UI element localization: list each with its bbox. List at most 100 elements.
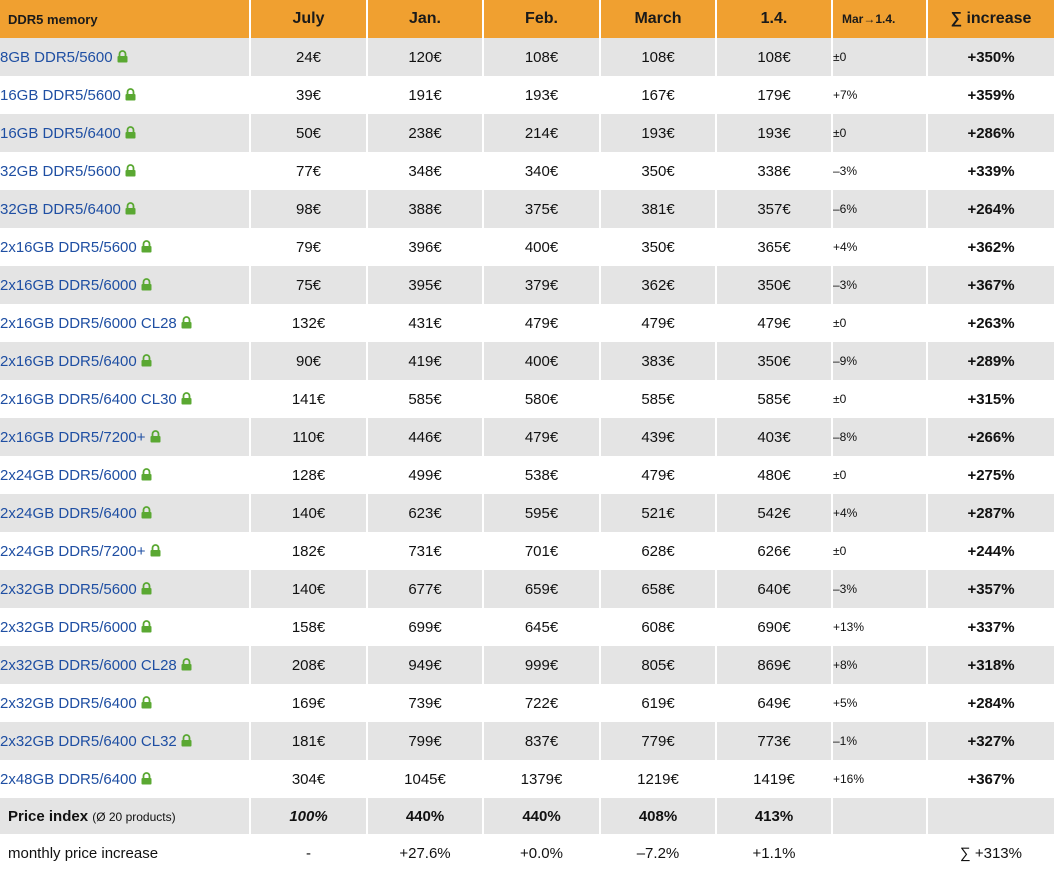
price-feb: 659€ xyxy=(483,570,601,608)
monthly-increase-feb: +0.0% xyxy=(483,834,601,872)
price-apr1: 480€ xyxy=(716,456,833,494)
total-increase: +362% xyxy=(927,228,1054,266)
product-cell: 2x16GB DDR5/7200+ xyxy=(0,418,251,456)
price-march: 350€ xyxy=(600,152,717,190)
product-cell: 32GB DDR5/6400 xyxy=(0,190,251,228)
price-feb: 214€ xyxy=(483,114,601,152)
total-increase: +263% xyxy=(927,304,1054,342)
product-link[interactable]: 2x16GB DDR5/5600 xyxy=(0,238,137,256)
price-july: 141€ xyxy=(250,380,368,418)
lock-icon xyxy=(125,87,136,100)
product-link[interactable]: 2x32GB DDR5/5600 xyxy=(0,580,137,598)
price-apr1: 869€ xyxy=(716,646,833,684)
price-july: 79€ xyxy=(250,228,368,266)
product-link[interactable]: 2x16GB DDR5/6400 xyxy=(0,352,137,370)
product-link[interactable]: 2x48GB DDR5/6400 xyxy=(0,770,137,788)
price-index-empty-total xyxy=(927,798,1054,834)
product-cell: 2x16GB DDR5/6400 CL30 xyxy=(0,380,251,418)
product-cell: 2x16GB DDR5/6000 xyxy=(0,266,251,304)
price-jan: 949€ xyxy=(367,646,484,684)
price-jan: 395€ xyxy=(367,266,484,304)
price-jan: 191€ xyxy=(367,76,484,114)
lock-icon xyxy=(141,695,152,708)
product-link[interactable]: 32GB DDR5/6400 xyxy=(0,200,121,218)
price-july: 169€ xyxy=(250,684,368,722)
total-increase: +315% xyxy=(927,380,1054,418)
table-row: 2x24GB DDR5/6400 140€ 623€ 595€ 521€ 542€ +4% +… xyxy=(0,494,1054,532)
lock-icon xyxy=(141,239,152,252)
product-link[interactable]: 2x24GB DDR5/6000 xyxy=(0,466,137,484)
price-july: 158€ xyxy=(250,608,368,646)
total-increase: +266% xyxy=(927,418,1054,456)
price-jan: 623€ xyxy=(367,494,484,532)
price-july: 50€ xyxy=(250,114,368,152)
total-increase: +264% xyxy=(927,190,1054,228)
product-link[interactable]: 2x24GB DDR5/6400 xyxy=(0,504,137,522)
price-feb: 400€ xyxy=(483,342,601,380)
product-link[interactable]: 32GB DDR5/5600 xyxy=(0,162,121,180)
product-link[interactable]: 2x32GB DDR5/6000 xyxy=(0,618,137,636)
price-feb: 479€ xyxy=(483,418,601,456)
price-change-mar-apr: +13% xyxy=(832,608,928,646)
table-row: 32GB DDR5/6400 98€ 388€ 375€ 381€ 357€ –6% +264… xyxy=(0,190,1054,228)
price-feb: 375€ xyxy=(483,190,601,228)
price-apr1: 1419€ xyxy=(716,760,833,798)
product-link[interactable]: 16GB DDR5/5600 xyxy=(0,86,121,104)
table-row: 16GB DDR5/6400 50€ 238€ 214€ 193€ 193€ ±0 +286% xyxy=(0,114,1054,152)
price-apr1: 690€ xyxy=(716,608,833,646)
lock-icon xyxy=(181,315,192,328)
lock-icon xyxy=(141,771,152,784)
table-row: 2x16GB DDR5/6000 CL28 132€ 431€ 479€ 479€ 479… xyxy=(0,304,1054,342)
product-link[interactable]: 8GB DDR5/5600 xyxy=(0,48,113,66)
price-apr1: 479€ xyxy=(716,304,833,342)
total-increase: +367% xyxy=(927,760,1054,798)
price-index-title: Price index xyxy=(8,807,89,825)
price-apr1: 365€ xyxy=(716,228,833,266)
product-cell: 16GB DDR5/5600 xyxy=(0,76,251,114)
price-july: 24€ xyxy=(250,38,368,76)
monthly-increase-total: ∑ +313% xyxy=(927,834,1054,872)
product-link[interactable]: 2x16GB DDR5/6400 CL30 xyxy=(0,390,177,408)
product-link[interactable]: 2x32GB DDR5/6400 CL32 xyxy=(0,732,177,750)
price-march: 167€ xyxy=(600,76,717,114)
price-feb: 999€ xyxy=(483,646,601,684)
header-july: July xyxy=(250,0,368,38)
price-change-mar-apr: +8% xyxy=(832,646,928,684)
header-product: DDR5 memory xyxy=(0,0,251,38)
lock-icon xyxy=(150,543,161,556)
price-march: 383€ xyxy=(600,342,717,380)
table-row: 2x16GB DDR5/5600 79€ 396€ 400€ 350€ 365€ +4% +3… xyxy=(0,228,1054,266)
price-feb: 595€ xyxy=(483,494,601,532)
price-feb: 722€ xyxy=(483,684,601,722)
price-change-mar-apr: +16% xyxy=(832,760,928,798)
price-jan: 120€ xyxy=(367,38,484,76)
price-feb: 479€ xyxy=(483,304,601,342)
total-increase: +339% xyxy=(927,152,1054,190)
product-link[interactable]: 2x16GB DDR5/6000 xyxy=(0,276,137,294)
lock-icon xyxy=(141,467,152,480)
product-link[interactable]: 2x24GB DDR5/7200+ xyxy=(0,542,146,560)
lock-icon xyxy=(125,201,136,214)
price-july: 304€ xyxy=(250,760,368,798)
product-link[interactable]: 2x32GB DDR5/6400 xyxy=(0,694,137,712)
product-link[interactable]: 2x16GB DDR5/6000 CL28 xyxy=(0,314,177,332)
table-row: 2x32GB DDR5/6000 158€ 699€ 645€ 608€ 690€ +13%… xyxy=(0,608,1054,646)
product-cell: 2x24GB DDR5/6000 xyxy=(0,456,251,494)
header-row: DDR5 memory July Jan. Feb. March 1.4. Ma… xyxy=(0,0,1054,38)
price-apr1: 108€ xyxy=(716,38,833,76)
price-apr1: 338€ xyxy=(716,152,833,190)
lock-icon xyxy=(125,125,136,138)
product-link[interactable]: 16GB DDR5/6400 xyxy=(0,124,121,142)
price-jan: 446€ xyxy=(367,418,484,456)
price-feb: 645€ xyxy=(483,608,601,646)
price-july: 132€ xyxy=(250,304,368,342)
price-july: 208€ xyxy=(250,646,368,684)
lock-icon xyxy=(181,657,192,670)
product-link[interactable]: 2x16GB DDR5/7200+ xyxy=(0,428,146,446)
product-link[interactable]: 2x32GB DDR5/6000 CL28 xyxy=(0,656,177,674)
lock-icon xyxy=(141,505,152,518)
price-apr1: 179€ xyxy=(716,76,833,114)
product-cell: 2x24GB DDR5/7200+ xyxy=(0,532,251,570)
price-apr1: 773€ xyxy=(716,722,833,760)
monthly-increase-row: monthly price increase - +27.6% +0.0% –7… xyxy=(0,834,1054,872)
